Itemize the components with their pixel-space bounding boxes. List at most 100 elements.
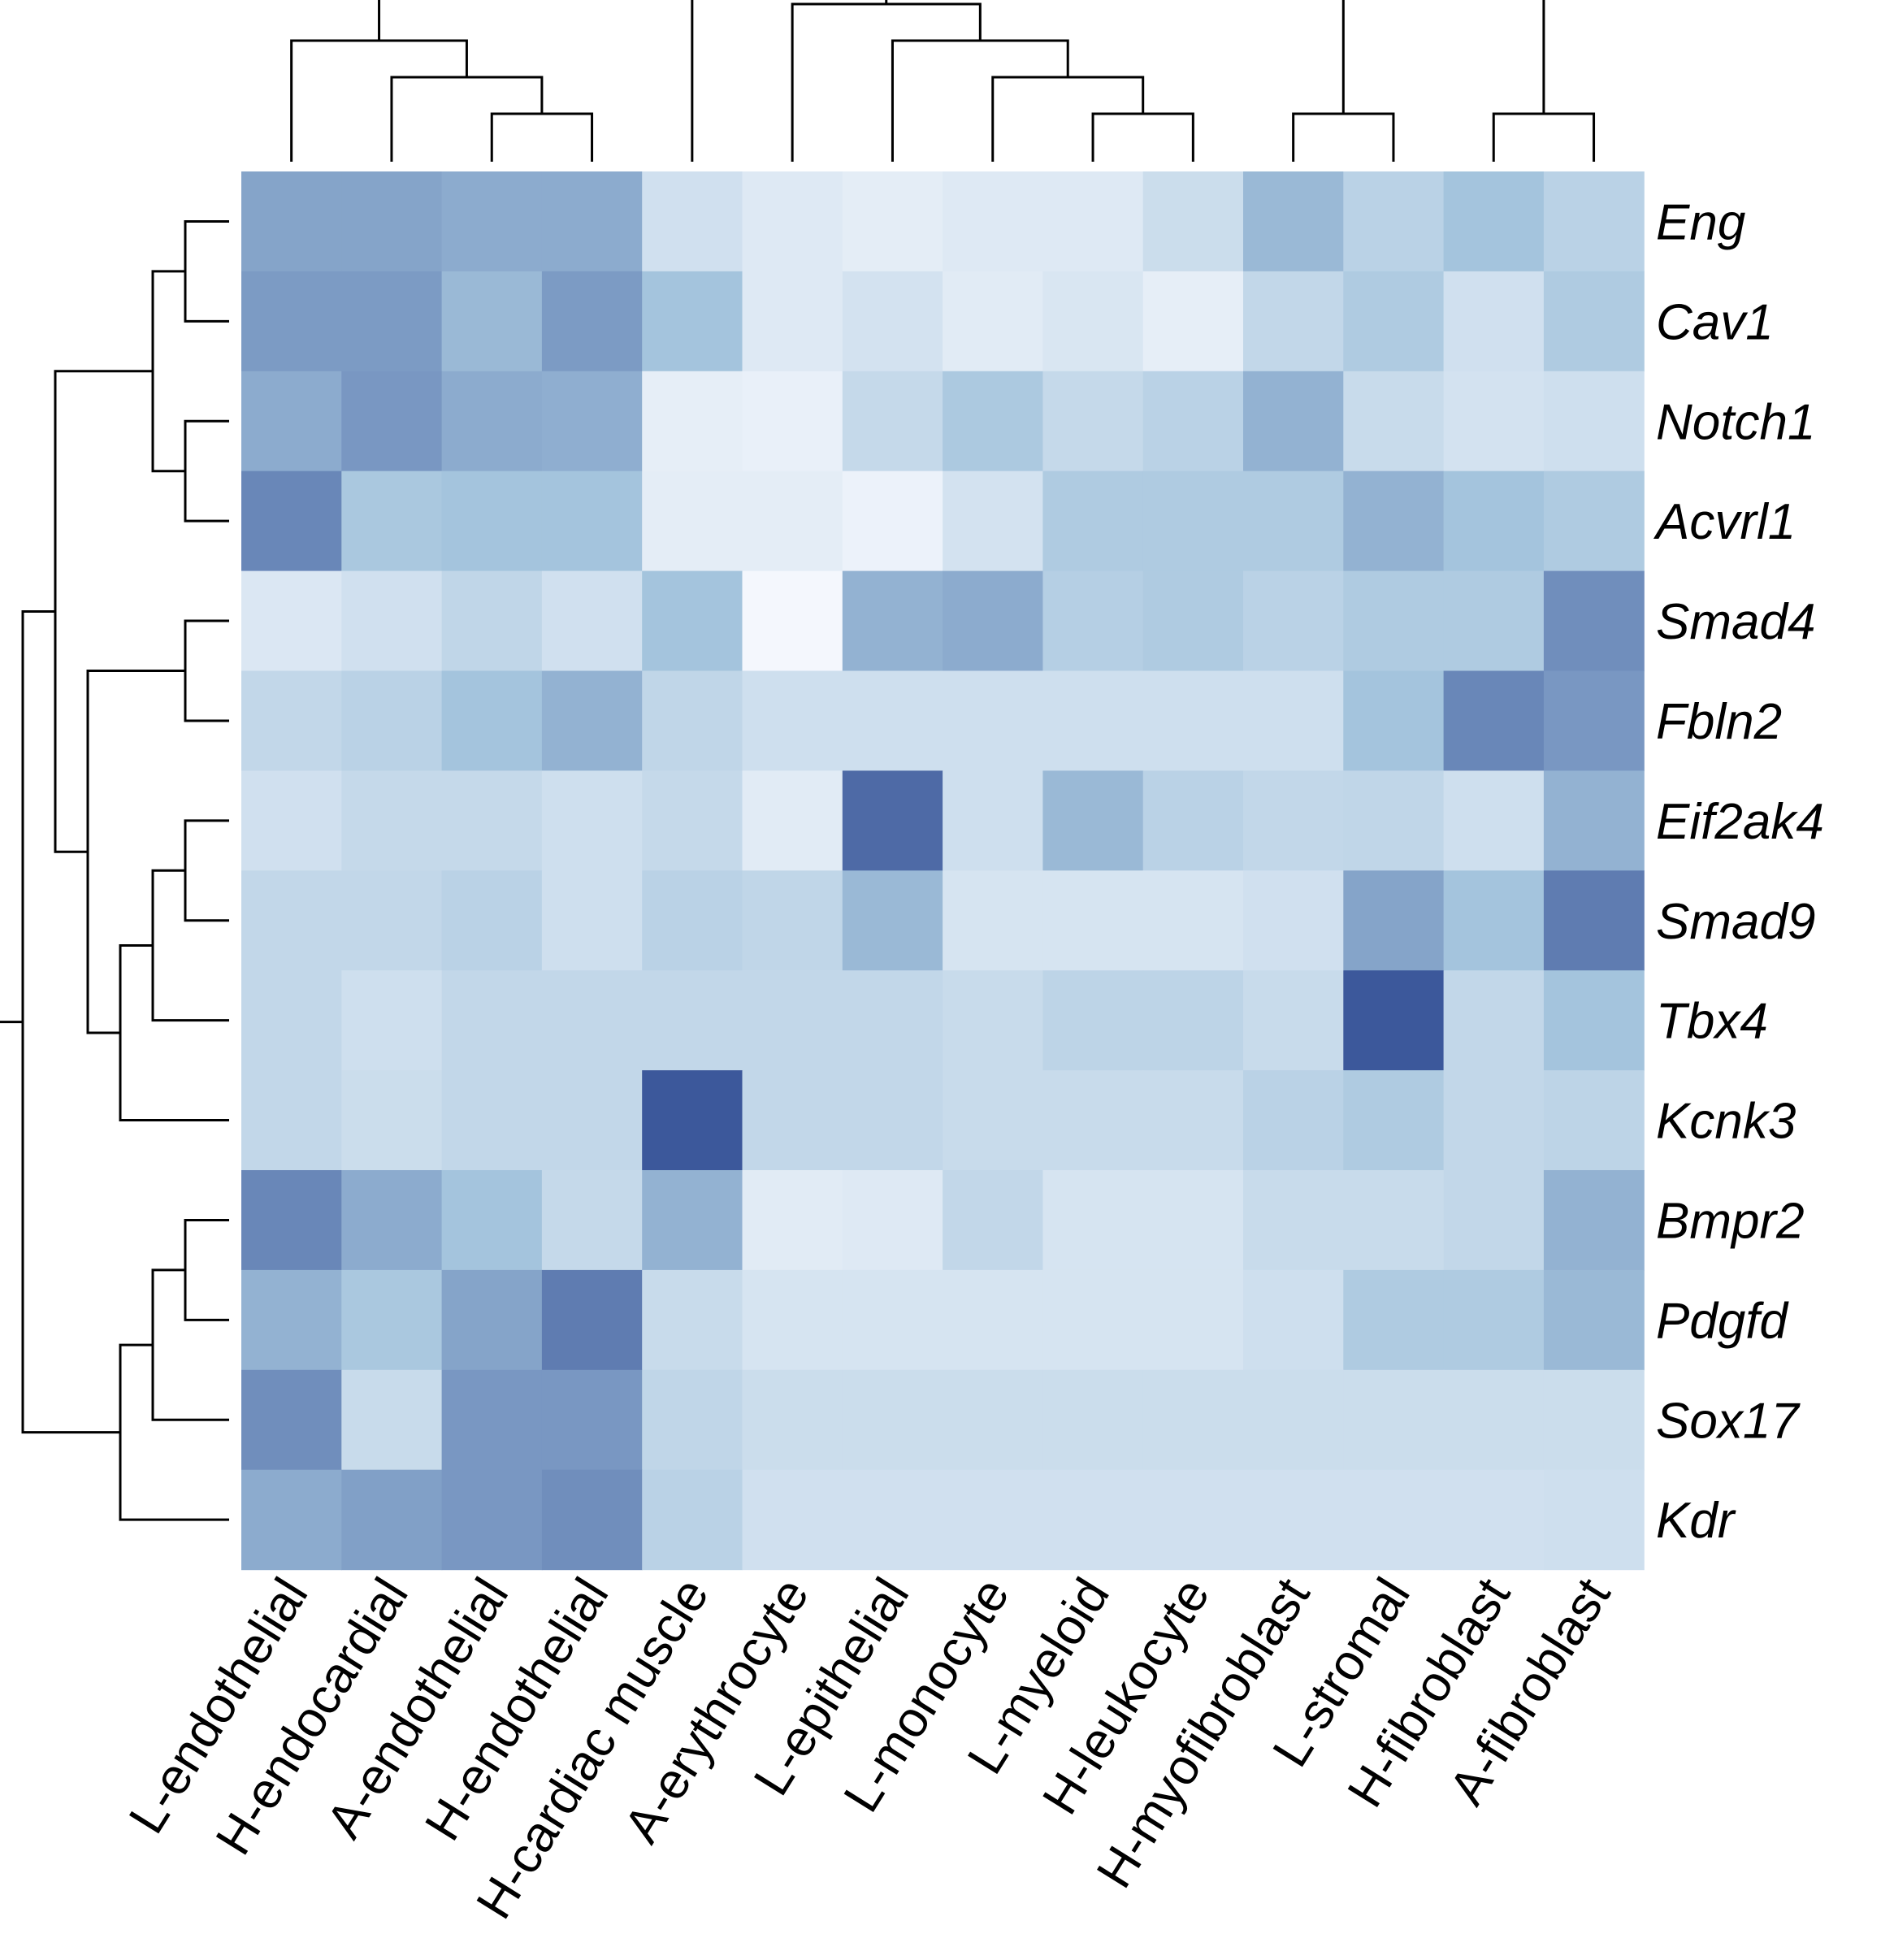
heatmap-cell-pdgfd-h-fibroblast [1443,1269,1545,1371]
heatmap-cell-notch1-a-fibroblast [1543,371,1645,472]
heatmap-cell-kdr-l-myeloid [1042,1469,1144,1571]
heatmap-cell-fbln2-a-erythrocyte [742,670,843,771]
heatmap-cell-sox17-h-leukocyte [1142,1369,1244,1471]
heatmap-cell-pdgfd-h-myofibroblast [1243,1269,1344,1371]
heatmap-cell-notch1-l-stromal [1343,371,1445,472]
heatmap-cell-smad4-l-endothelial [241,570,342,672]
row-label-smad4: Smad4 [1656,594,1815,650]
heatmap-cell-pdgfd-a-endothelial [441,1269,543,1371]
row-dendrogram-branch [119,943,229,1122]
heatmap-cell-tbx4-a-endothelial [441,970,543,1071]
heatmap-cell-pdgfd-l-stromal [1343,1269,1445,1371]
heatmap-cell-eng-h-myofibroblast [1243,171,1344,272]
heatmap-cell-smad9-l-stromal [1343,870,1445,971]
heatmap-cell-eng-h-fibroblast [1443,171,1545,272]
heatmap-cell-smad9-l-monocyte [943,870,1043,971]
heatmap-cell-smad9-h-endothelial [541,870,643,971]
heatmap-cell-kcnk3-h-cardiac-muscle [642,1070,743,1171]
heatmap-cell-eif2ak4-h-cardiac-muscle [642,770,743,871]
heatmap-cell-smad9-h-endocardial [341,870,443,971]
heatmap-cell-smad9-h-myofibroblast [1243,870,1344,971]
heatmap-cell-smad4-l-monocyte [943,570,1043,672]
column-dendrogram-branch [991,76,1145,162]
row-label-notch1: Notch1 [1656,394,1815,450]
heatmap-cell-sox17-h-endothelial [541,1369,643,1471]
heatmap-cell-notch1-l-endothelial [241,371,342,472]
heatmap-cell-acvrl1-h-endocardial [341,470,443,572]
heatmap-cell-eng-h-endothelial [541,171,643,272]
row-label-kcnk3: Kcnk3 [1656,1094,1796,1150]
column-dendrogram-branch [1091,112,1194,162]
heatmap-cell-smad9-h-leukocyte [1142,870,1244,971]
row-dendrogram-branch [151,270,185,473]
heatmap-cell-eng-a-fibroblast [1543,171,1645,272]
row-dendrogram-branch [151,1268,229,1421]
heatmap-cell-kcnk3-a-erythrocyte [742,1070,843,1171]
heatmap-cell-tbx4-h-endocardial [341,970,443,1071]
column-dendrogram-branch [490,112,594,162]
heatmap-cell-eif2ak4-a-endothelial [441,770,543,871]
heatmap-cell-tbx4-a-fibroblast [1543,970,1645,1071]
heatmap-cell-tbx4-l-monocyte [943,970,1043,1071]
heatmap-cell-bmpr2-h-cardiac-muscle [642,1170,743,1271]
heatmap-cell-notch1-h-fibroblast [1443,371,1545,472]
heatmap-cell-smad4-a-endothelial [441,570,543,672]
heatmap-cell-cav1-a-fibroblast [1543,271,1645,372]
heatmap-cell-smad4-h-endothelial [541,570,643,672]
heatmap-cell-fbln2-l-epithelial [842,670,943,771]
column-dendrogram-branch [1492,112,1596,162]
heatmap-cell-fbln2-h-endothelial [541,670,643,771]
heatmap-cell-tbx4-l-endothelial [241,970,342,1071]
heatmap-cell-kdr-l-endothelial [241,1469,342,1571]
heatmap-cell-acvrl1-a-erythrocyte [742,470,843,572]
heatmap-cell-kdr-a-endothelial [441,1469,543,1571]
row-dendrogram-branch [151,869,229,1022]
heatmap-cell-kcnk3-a-fibroblast [1543,1070,1645,1171]
row-dendrogram-branch [86,670,185,1034]
heatmap-cell-cav1-a-erythrocyte [742,271,843,372]
heatmap-cell-kcnk3-l-epithelial [842,1070,943,1171]
heatmap-cell-bmpr2-h-leukocyte [1142,1170,1244,1271]
heatmap-cell-eng-l-myeloid [1042,171,1144,272]
heatmap-cell-pdgfd-a-erythrocyte [742,1269,843,1371]
heatmap-cell-pdgfd-l-myeloid [1042,1269,1144,1371]
row-label-eng: Eng [1656,194,1745,250]
heatmap-cell-cav1-h-cardiac-muscle [642,271,743,372]
heatmap-cell-eng-h-cardiac-muscle [642,171,743,272]
heatmap-cell-pdgfd-h-endothelial [541,1269,643,1371]
row-label-tbx4: Tbx4 [1656,994,1768,1050]
heatmap-cell-sox17-h-fibroblast [1443,1369,1545,1471]
heatmap-cell-pdgfd-h-endocardial [341,1269,443,1371]
column-dendrogram-branch [891,39,1069,162]
heatmap-cell-fbln2-l-endothelial [241,670,342,771]
heatmap-cell-tbx4-l-myeloid [1042,970,1144,1071]
heatmap-cell-eif2ak4-h-fibroblast [1443,770,1545,871]
row-label-cav1: Cav1 [1656,294,1774,350]
heatmap-cell-bmpr2-h-fibroblast [1443,1170,1545,1271]
heatmap-cell-notch1-l-monocyte [943,371,1043,472]
heatmap-cell-tbx4-a-erythrocyte [742,970,843,1071]
heatmap-cell-kdr-h-fibroblast [1443,1469,1545,1571]
column-dendrogram-branch [390,76,544,162]
heatmap-cell-fbln2-h-endocardial [341,670,443,771]
heatmap-cell-notch1-l-epithelial [842,371,943,472]
row-label-bmpr2: Bmpr2 [1656,1194,1805,1250]
heatmap-cell-kcnk3-a-endothelial [441,1070,543,1171]
heatmap-cell-kdr-a-erythrocyte [742,1469,843,1571]
heatmap-cell-eif2ak4-h-endothelial [541,770,643,871]
heatmap-cell-smad9-l-endothelial [241,870,342,971]
heatmap-cells [241,171,1645,1571]
heatmap-cell-kcnk3-l-monocyte [943,1070,1043,1171]
heatmap-cell-eif2ak4-l-endothelial [241,770,342,871]
heatmap-cell-eif2ak4-a-erythrocyte [742,770,843,871]
heatmap-cell-acvrl1-l-endothelial [241,470,342,572]
heatmap-cell-bmpr2-a-erythrocyte [742,1170,843,1271]
row-label-pdgfd: Pdgfd [1656,1293,1790,1349]
heatmap-cell-smad4-a-fibroblast [1543,570,1645,672]
row-label-sox17: Sox17 [1656,1393,1801,1449]
heatmap-cell-bmpr2-l-myeloid [1042,1170,1144,1271]
heatmap-cell-fbln2-h-cardiac-muscle [642,670,743,771]
heatmap-cell-kdr-l-epithelial [842,1469,943,1571]
row-label-kdr: Kdr [1656,1493,1736,1549]
